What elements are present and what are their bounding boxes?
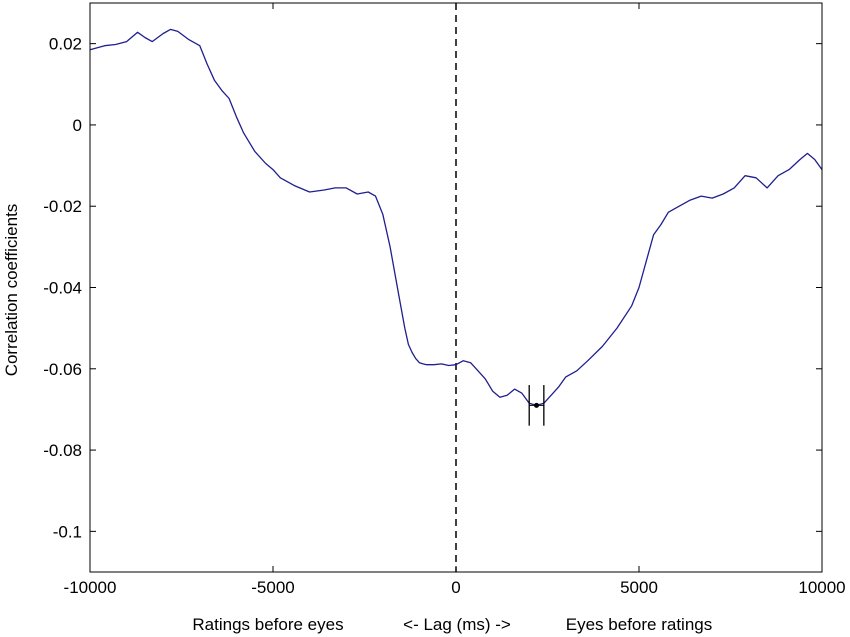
y-tick-label: -0.02 (43, 197, 82, 216)
y-tick-label: 0.02 (49, 35, 82, 54)
x-tick-label: 5000 (620, 578, 658, 597)
x-tick-label: -5000 (251, 578, 294, 597)
x-axis-label-right: Eyes before ratings (566, 615, 712, 634)
plot-frame (89, 2, 823, 573)
y-tick-label: -0.06 (43, 360, 82, 379)
y-tick-label: -0.04 (43, 279, 82, 298)
chart-labels: Ratings before eyes <- Lag (ms) -> Eyes … (2, 204, 712, 634)
y-tick-label: -0.08 (43, 441, 82, 460)
y-axis-label: Correlation coefficients (2, 204, 21, 377)
x-tick-label: -10000 (64, 578, 117, 597)
x-tick-label: 10000 (798, 578, 845, 597)
x-tick-label: 0 (451, 578, 460, 597)
y-tick-label: 0 (73, 116, 82, 135)
series-line-0 (89, 28, 823, 407)
chart-marks (89, 3, 823, 572)
x-axis-label-middle: <- Lag (ms) -> (403, 615, 511, 634)
y-tick-label: -0.1 (53, 522, 82, 541)
x-axis-label-left: Ratings before eyes (192, 615, 343, 634)
marker-point (534, 402, 540, 408)
